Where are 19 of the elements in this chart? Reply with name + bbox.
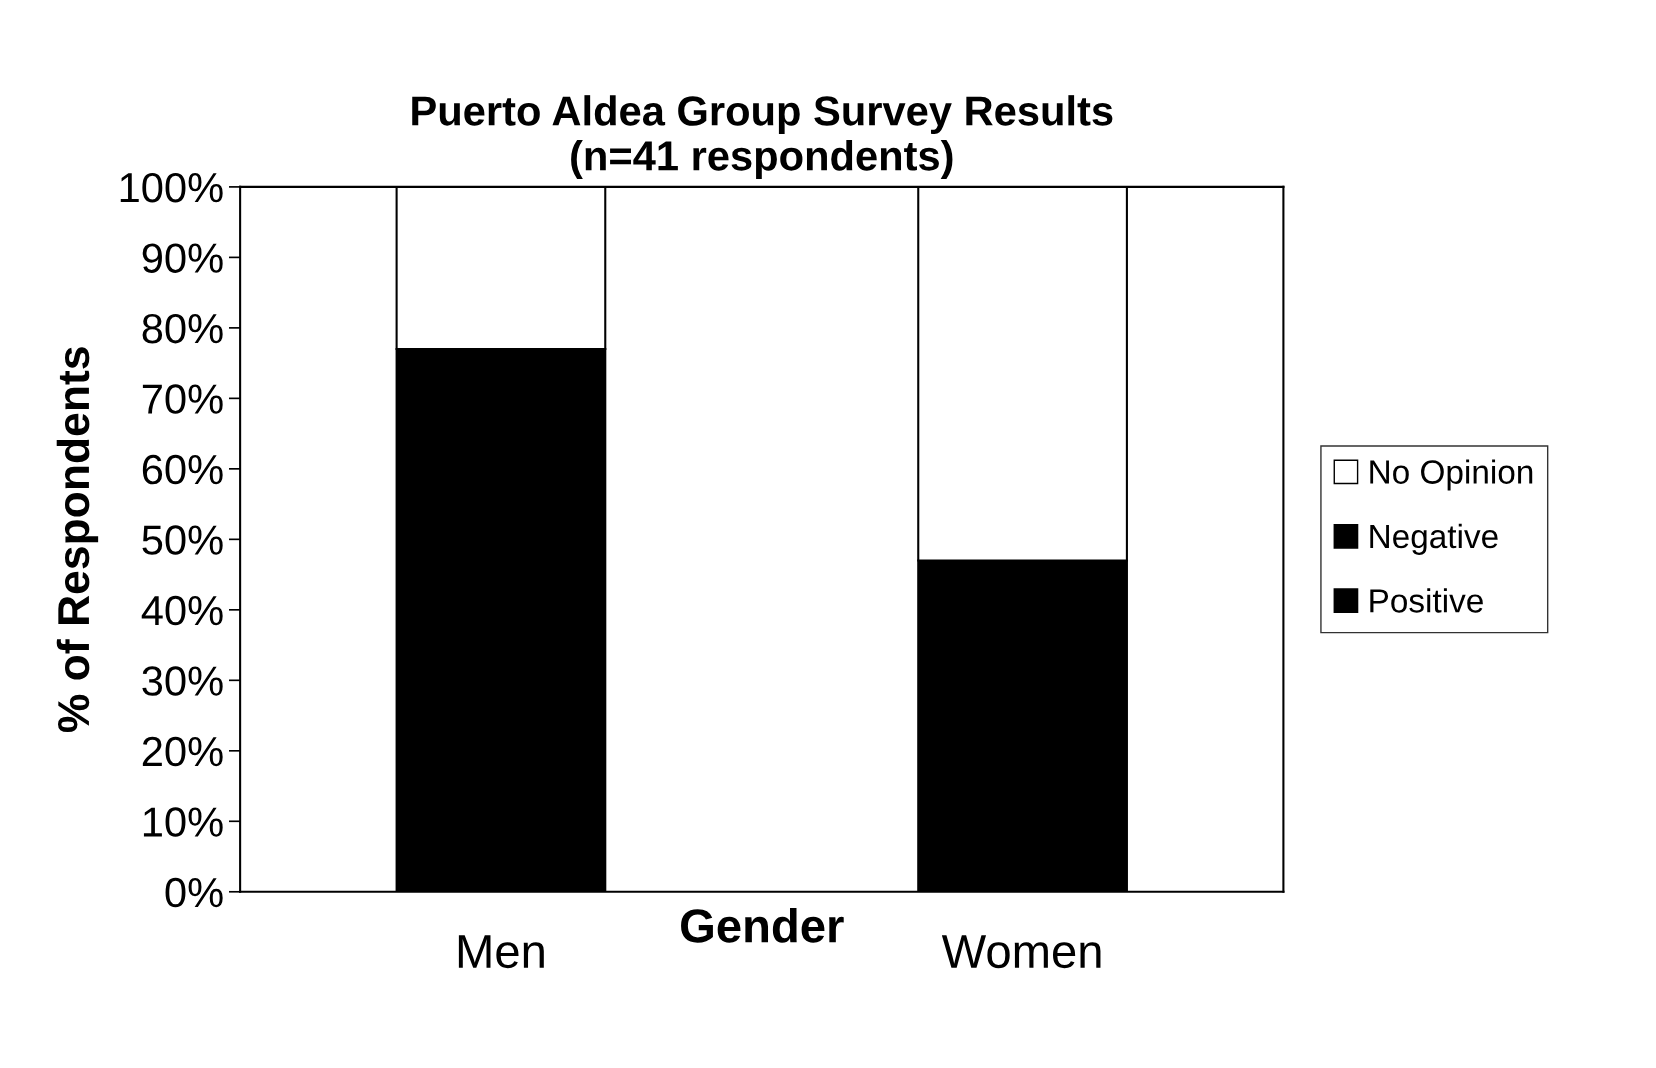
y-axis-title: % of Respondents <box>56 347 99 733</box>
y-tick-label: 40% <box>141 595 223 626</box>
y-tick-label: 70% <box>142 384 223 414</box>
y-tick-label: 90% <box>142 243 223 273</box>
x-tick-label: Women <box>941 935 1101 969</box>
y-tick-label: 80% <box>142 313 223 344</box>
x-axis-title: Gender <box>681 908 844 943</box>
x-tick-label: Men <box>458 935 544 969</box>
y-tick-label: 30% <box>142 666 223 696</box>
y-tick-label: 10% <box>143 807 223 837</box>
legend-label: Negative <box>1370 523 1498 555</box>
y-tick-label: 20% <box>142 736 223 767</box>
y-tick-label: 100% <box>120 172 223 203</box>
legend-label: No Opinion <box>1370 459 1533 491</box>
legend-label: Positive <box>1370 588 1483 613</box>
y-tick-label: 60% <box>142 454 223 485</box>
y-tick-label: 50% <box>142 525 223 555</box>
y-tick-label: 0% <box>165 877 223 908</box>
chart-title: Puerto Aldea Group Survey Results (n=41 respondents) <box>412 95 1113 179</box>
